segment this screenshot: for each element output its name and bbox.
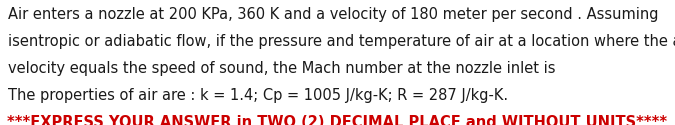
- Text: ***EXPRESS YOUR ANSWER in TWO (2) DECIMAL PLACE and WITHOUT UNITS****: ***EXPRESS YOUR ANSWER in TWO (2) DECIMA…: [7, 115, 668, 125]
- Text: velocity equals the speed of sound, the Mach number at the nozzle inlet is: velocity equals the speed of sound, the …: [8, 61, 560, 76]
- Text: The properties of air are : k = 1.4; Cp = 1005 J/kg-K; R = 287 J/kg-K.: The properties of air are : k = 1.4; Cp …: [8, 88, 508, 103]
- Text: isentropic or adiabatic flow, if the pressure and temperature of air at a locati: isentropic or adiabatic flow, if the pre…: [8, 34, 675, 49]
- Text: Air enters a nozzle at 200 KPa, 360 K and a velocity of 180 meter per second . A: Air enters a nozzle at 200 KPa, 360 K an…: [8, 7, 659, 22]
